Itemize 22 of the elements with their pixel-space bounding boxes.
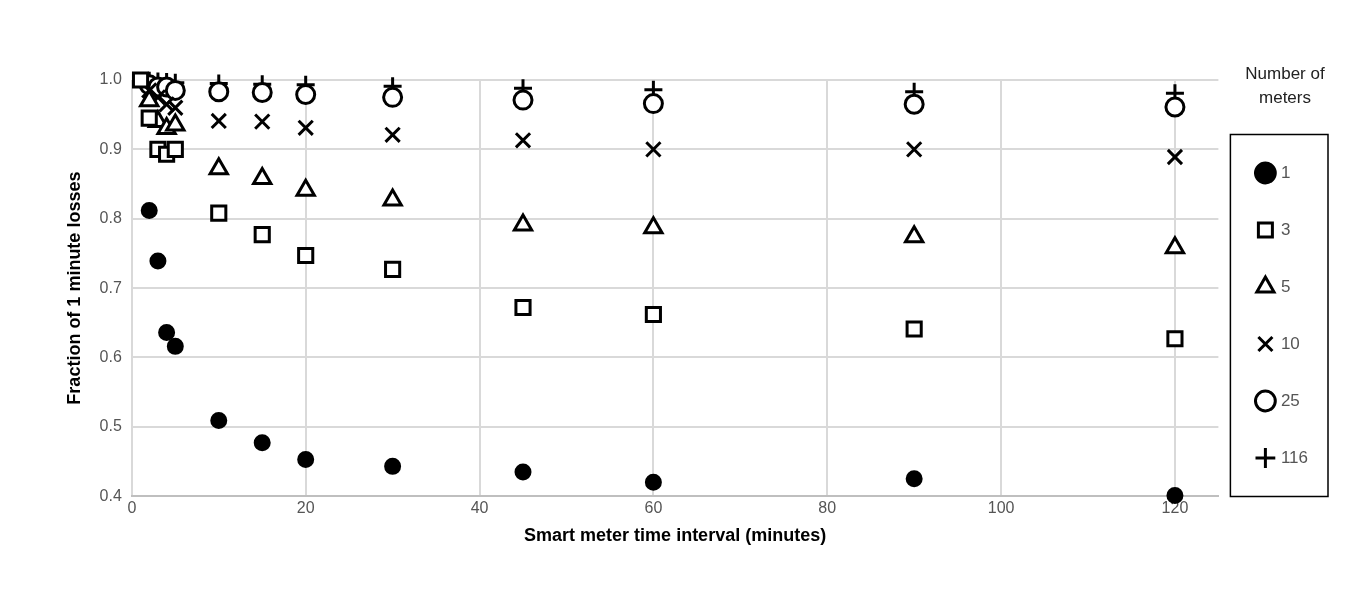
- y-tick-label: 0.7: [99, 278, 122, 296]
- legend-label: 116: [1280, 447, 1309, 467]
- y-tick-label: 0.4: [99, 486, 122, 504]
- y-tick-label: 0.5: [99, 417, 122, 435]
- x-tick-label: 60: [644, 499, 663, 517]
- y-tick-label: 0.9: [99, 139, 122, 157]
- legend-label: 25: [1280, 390, 1300, 410]
- y-tick-label: 1.0: [99, 70, 122, 88]
- x-tick-label: 100: [987, 499, 1015, 517]
- x-tick-label: 0: [127, 499, 137, 517]
- x-axis-title: Smart meter time interval (minutes): [524, 525, 827, 546]
- x-tick-label: 80: [818, 499, 837, 517]
- y-tick-label: 0.6: [99, 347, 122, 365]
- legend-label: 3: [1280, 219, 1291, 239]
- x-tick-label: 20: [296, 499, 315, 517]
- legend-label: 5: [1280, 276, 1291, 296]
- y-axis-title: Fraction of 1 minute losses: [63, 171, 84, 405]
- x-tick-label: 40: [470, 499, 489, 517]
- legend-heading: Number of meters: [1245, 63, 1325, 109]
- y-tick-label: 0.8: [99, 209, 122, 227]
- legend-label: 1: [1280, 162, 1291, 182]
- legend-label: 10: [1280, 333, 1300, 353]
